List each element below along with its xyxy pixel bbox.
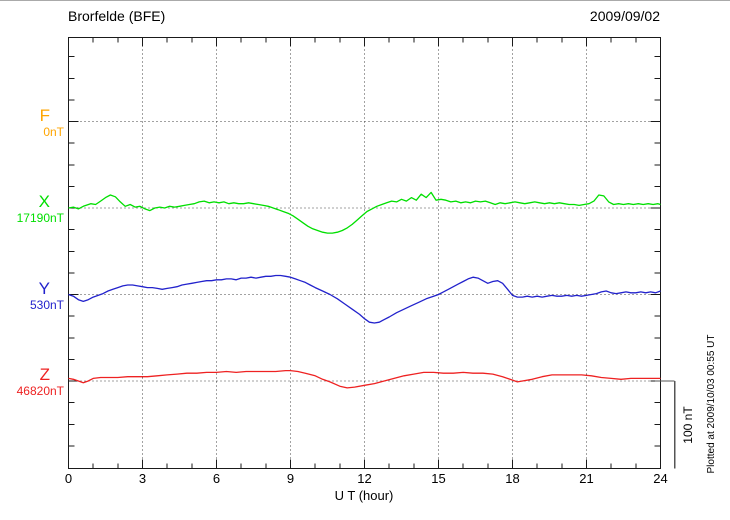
channel-label-Z: Z 46820nT [0, 365, 64, 398]
plot-date: 2009/09/02 [589, 8, 660, 24]
channel-letter-X: X [38, 192, 50, 211]
channel-letter-F: F [39, 105, 50, 125]
x-tick-label-9: 9 [286, 471, 295, 486]
channel-baseline-value-Z: 46820nT [16, 384, 64, 398]
channel-baseline-value-Y: 530nT [29, 297, 64, 312]
channel-baseline-value-F: 0nT [43, 124, 64, 139]
x-axis-label: U T (hour) [334, 488, 394, 503]
trace-Z [68, 369, 661, 389]
x-tick-label-24: 24 [653, 471, 668, 486]
x-tick-label-12: 12 [357, 471, 372, 486]
x-tick-label-3: 3 [138, 471, 147, 486]
station-title: Brorfelde (BFE) [68, 8, 166, 24]
channel-label-X: X 17190nT [0, 192, 64, 225]
trace-Y [68, 274, 661, 324]
x-tick-label-15: 15 [431, 471, 446, 486]
channel-label-F: F 0nT [0, 106, 64, 139]
plotted-timestamp-note: Plotted at 2009/10/03 00:55 UT [706, 334, 717, 474]
channel-letter-Z: Z [39, 365, 50, 384]
channel-label-Y: Y 530nT [0, 279, 64, 312]
channel-letter-Y: Y [38, 278, 50, 298]
scale-bar-label: 100 nT [681, 406, 695, 444]
x-tick-label-0: 0 [64, 471, 73, 486]
x-tick-label-21: 21 [579, 471, 594, 486]
x-tick-label-18: 18 [505, 471, 520, 486]
channel-baseline-value-X: 17190nT [16, 211, 64, 225]
trace-X [68, 191, 661, 234]
x-tick-label-6: 6 [212, 471, 221, 486]
